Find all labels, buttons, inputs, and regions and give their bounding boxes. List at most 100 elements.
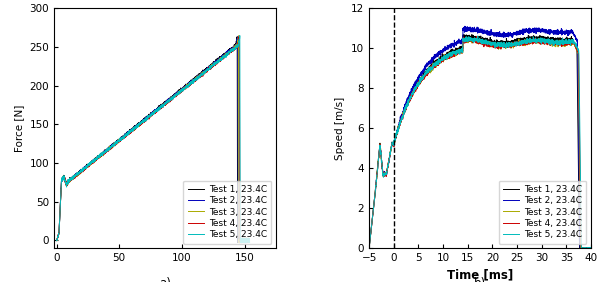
Test 5, 23.4C: [241, 241, 248, 244]
Test 5, 23.4C: [86, 162, 94, 165]
Test 3, 23.4C: [473, 41, 481, 44]
Test 2, 23.4C: [126, 130, 133, 133]
Test 2, 23.4C: [365, 246, 373, 250]
Test 3, 23.4C: [237, 241, 244, 244]
Test 5, 23.4C: [236, 34, 244, 37]
Test 2, 23.4C: [581, 246, 588, 250]
Test 4, 23.4C: [579, 247, 586, 251]
Test 2, 23.4C: [377, 149, 384, 152]
Test 4, 23.4C: [473, 35, 480, 38]
Test 4, 23.4C: [135, 124, 142, 127]
Test 1, 23.4C: [134, 123, 142, 126]
Test 5, 23.4C: [242, 240, 250, 243]
Test 3, 23.4C: [377, 145, 384, 148]
Line: Test 3, 23.4C: Test 3, 23.4C: [56, 36, 248, 243]
Line: Test 4, 23.4C: Test 4, 23.4C: [56, 36, 249, 243]
Line: Test 1, 23.4C: Test 1, 23.4C: [56, 37, 247, 243]
Test 1, 23.4C: [365, 246, 373, 250]
Test 2, 23.4C: [473, 25, 481, 29]
Test 4, 23.4C: [221, 53, 228, 57]
Test 1, 23.4C: [126, 130, 133, 134]
Test 3, 23.4C: [245, 238, 252, 242]
Test 4, 23.4C: [236, 34, 243, 38]
Test 3, 23.4C: [581, 246, 588, 250]
Test 5, 23.4C: [53, 239, 60, 242]
Test 1, 23.4C: [581, 246, 588, 250]
Test 5, 23.4C: [581, 246, 589, 250]
Test 5, 23.4C: [246, 241, 253, 244]
Test 4, 23.4C: [242, 241, 249, 244]
Legend: Test 1, 23.4C, Test 2, 23.4C, Test 3, 23.4C, Test 4, 23.4C, Test 5, 23.4C: Test 1, 23.4C, Test 2, 23.4C, Test 3, 23…: [499, 180, 586, 244]
Test 5, 23.4C: [541, 38, 548, 41]
Test 1, 23.4C: [244, 240, 251, 244]
Test 1, 23.4C: [233, 35, 241, 39]
Test 5, 23.4C: [136, 122, 143, 125]
Test 2, 23.4C: [134, 123, 142, 126]
Test 4, 23.4C: [581, 247, 588, 250]
Line: Test 2, 23.4C: Test 2, 23.4C: [369, 26, 591, 249]
Test 1, 23.4C: [467, 36, 475, 39]
Test 3, 23.4C: [581, 246, 588, 250]
Test 5, 23.4C: [473, 38, 481, 42]
Test 4, 23.4C: [242, 239, 249, 242]
Line: Test 5, 23.4C: Test 5, 23.4C: [56, 36, 250, 243]
Test 5, 23.4C: [365, 246, 373, 249]
Test 1, 23.4C: [238, 241, 245, 244]
Test 1, 23.4C: [219, 53, 226, 57]
Test 2, 23.4C: [461, 25, 469, 28]
Test 3, 23.4C: [541, 39, 548, 43]
Test 3, 23.4C: [587, 246, 595, 250]
Test 2, 23.4C: [467, 28, 475, 31]
Test 1, 23.4C: [377, 147, 384, 151]
Test 5, 23.4C: [221, 54, 229, 58]
Test 2, 23.4C: [220, 54, 227, 58]
Test 2, 23.4C: [241, 240, 248, 243]
Test 5, 23.4C: [587, 246, 595, 250]
Test 3, 23.4C: [135, 124, 142, 127]
Test 4, 23.4C: [75, 172, 82, 175]
Test 3, 23.4C: [235, 34, 242, 38]
Text: b): b): [474, 277, 486, 282]
Test 5, 23.4C: [581, 246, 588, 250]
Test 5, 23.4C: [127, 131, 134, 134]
Text: a): a): [159, 277, 171, 282]
Test 3, 23.4C: [75, 171, 82, 175]
Line: Test 2, 23.4C: Test 2, 23.4C: [56, 37, 248, 243]
Y-axis label: Force [N]: Force [N]: [14, 105, 24, 152]
Test 3, 23.4C: [365, 247, 373, 250]
Line: Test 5, 23.4C: Test 5, 23.4C: [369, 36, 591, 249]
Test 2, 23.4C: [241, 241, 248, 244]
Test 1, 23.4C: [581, 246, 588, 250]
Test 1, 23.4C: [468, 33, 475, 36]
Test 4, 23.4C: [581, 246, 589, 250]
Test 2, 23.4C: [75, 172, 82, 175]
Test 4, 23.4C: [245, 239, 253, 243]
Test 2, 23.4C: [86, 163, 93, 166]
Test 1, 23.4C: [53, 239, 60, 242]
Test 4, 23.4C: [467, 38, 475, 42]
Test 5, 23.4C: [377, 147, 384, 150]
Test 2, 23.4C: [587, 246, 595, 250]
Test 2, 23.4C: [585, 247, 592, 250]
Test 3, 23.4C: [581, 247, 589, 250]
Legend: Test 1, 23.4C, Test 2, 23.4C, Test 3, 23.4C, Test 4, 23.4C, Test 5, 23.4C: Test 1, 23.4C, Test 2, 23.4C, Test 3, 23…: [184, 180, 271, 244]
Line: Test 4, 23.4C: Test 4, 23.4C: [369, 37, 591, 249]
Test 1, 23.4C: [74, 172, 82, 175]
Test 2, 23.4C: [244, 240, 251, 243]
Test 1, 23.4C: [541, 36, 548, 39]
Test 4, 23.4C: [53, 239, 60, 242]
Test 1, 23.4C: [582, 247, 589, 251]
Test 3, 23.4C: [127, 129, 134, 133]
Y-axis label: Speed [m/s]: Speed [m/s]: [335, 97, 346, 160]
Test 4, 23.4C: [473, 41, 481, 45]
Test 5, 23.4C: [467, 37, 475, 40]
Test 3, 23.4C: [463, 36, 470, 39]
Test 2, 23.4C: [234, 35, 241, 38]
Test 2, 23.4C: [581, 246, 588, 250]
Test 1, 23.4C: [240, 238, 247, 242]
Test 4, 23.4C: [365, 246, 373, 249]
Line: Test 3, 23.4C: Test 3, 23.4C: [369, 38, 591, 249]
Test 4, 23.4C: [86, 163, 94, 166]
Test 3, 23.4C: [241, 236, 248, 240]
Test 3, 23.4C: [220, 55, 227, 58]
